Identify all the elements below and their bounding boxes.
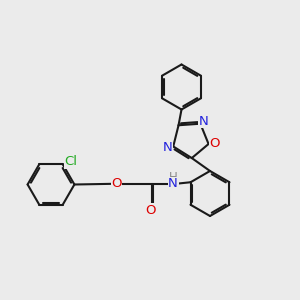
Text: O: O <box>209 137 220 151</box>
Text: N: N <box>168 177 178 190</box>
Text: Cl: Cl <box>64 155 78 168</box>
Text: H: H <box>169 171 178 184</box>
Text: O: O <box>146 204 156 217</box>
Text: N: N <box>199 115 209 128</box>
Text: O: O <box>111 177 122 190</box>
Text: N: N <box>163 142 173 154</box>
